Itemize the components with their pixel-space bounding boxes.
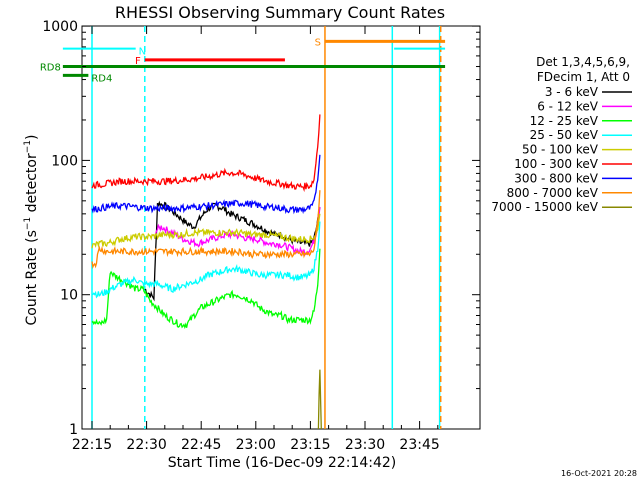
series-50-100-kev [91,213,321,249]
series-7000-15000-kev [317,369,322,430]
legend-label-7000-15000-kev: 7000 - 15000 keV [491,200,598,214]
y-label-end: ) [24,135,40,140]
vertical-markers [91,26,442,429]
y-axis-label: Count Rate (s−1 detector−1) [23,135,40,326]
status-bars: RD8 RD4 NF S [40,37,446,84]
series-800-7000-kev [91,190,321,269]
legend-label-25-50-kev: 25 - 50 keV [530,128,599,142]
timestamp: 16-Oct-2021 20:28 [561,469,637,478]
y-tick-label-1000: 1000 [42,19,78,35]
series-25-50-kev [92,221,321,299]
legend-label-3-6-kev: 3 - 6 keV [545,85,599,99]
y-label-main: Count Rate (s [24,230,40,325]
legend: Det 1,3,4,5,6,9, FDecim 1, Att 0 3 - 6 k… [491,55,632,214]
legend-label-6-12-kev: 6 - 12 keV [537,99,599,113]
status-bar-s-label: S [315,37,321,48]
status-bar-f-label: F [135,56,141,67]
plot-frame [81,25,481,430]
x-axis-label: Start Time (16-Dec-09 22:14:42) [168,455,396,471]
axis-ticks: 22:15 22:30 22:45 23:00 23:15 23:30 23:45 1 10 10… [42,19,480,453]
y-tick-label-10: 10 [60,288,78,304]
legend-label-50-100-kev: 50 - 100 keV [522,143,599,157]
x-tick-label-22-15: 22:15 [72,437,112,453]
y-label-tail: detector [24,153,40,217]
x-tick-label-23-15: 23:15 [290,437,330,453]
status-bar-n-label: N [139,47,146,58]
series-12-25-kev [91,248,321,330]
chart-title: RHESSI Observing Summary Count Rates [115,3,445,22]
status-bar-rd4-label: RD4 [91,73,112,84]
x-tick-label-22-30: 22:30 [126,437,166,453]
series-6-12-kev [155,206,321,257]
y-label-exp: −1 [23,217,33,230]
y-tick-label-100: 100 [51,153,78,169]
legend-header-1: Det 1,3,4,5,6,9, [536,55,630,69]
x-tick-label-23-00: 23:00 [236,437,276,453]
y-tick-label-1: 1 [69,422,78,438]
x-tick-label-23-30: 23:30 [345,437,385,453]
series-100-300-kev [91,114,321,193]
y-label-exp2: −1 [23,140,33,153]
legend-label-12-25-kev: 12 - 25 keV [530,114,599,128]
series-3-6-kev [144,200,321,302]
x-tick-label-22-45: 22:45 [181,437,221,453]
series-group [91,114,322,430]
legend-label-100-300-kev: 100 - 300 keV [514,157,598,171]
x-tick-label-23-45: 23:45 [399,437,439,453]
series-300-800-kev [91,154,321,215]
legend-label-300-800-kev: 300 - 800 keV [514,171,598,185]
status-bar-rd8-label: RD8 [40,63,61,74]
legend-header-2: FDecim 1, Att 0 [537,70,630,84]
legend-label-800-7000-kev: 800 - 7000 keV [507,186,599,200]
